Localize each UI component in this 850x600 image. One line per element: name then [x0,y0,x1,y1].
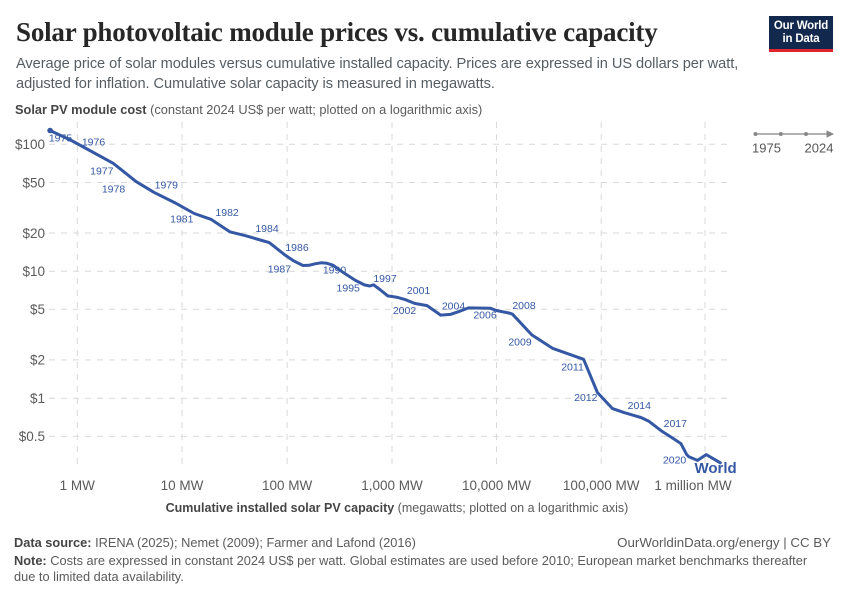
svg-text:1975: 1975 [752,141,781,156]
svg-text:1,000 MW: 1,000 MW [361,478,423,493]
svg-text:2011: 2011 [561,362,584,374]
svg-text:1990: 1990 [323,265,347,277]
svg-text:100 MW: 100 MW [262,478,313,493]
svg-text:1982: 1982 [215,207,239,219]
svg-text:1 million MW: 1 million MW [654,478,732,493]
svg-text:2006: 2006 [473,310,497,322]
svg-text:2001: 2001 [407,285,431,297]
svg-text:1984: 1984 [255,223,279,235]
svg-text:$2: $2 [30,353,45,368]
svg-text:1981: 1981 [170,214,194,226]
svg-text:Cumulative installed solar PV: Cumulative installed solar PV capacity (… [166,501,629,515]
svg-text:10,000 MW: 10,000 MW [462,478,531,493]
svg-text:100,000 MW: 100,000 MW [563,478,640,493]
svg-text:2024: 2024 [805,141,834,156]
svg-text:$10: $10 [22,264,45,279]
svg-text:$5: $5 [30,302,45,317]
svg-text:2014: 2014 [628,400,652,412]
svg-text:1986: 1986 [285,242,309,254]
svg-text:$0.5: $0.5 [19,429,45,444]
svg-text:1987: 1987 [268,263,292,275]
svg-text:2009: 2009 [508,337,532,349]
svg-text:$100: $100 [15,137,45,152]
svg-text:2002: 2002 [393,305,417,317]
svg-text:10 MW: 10 MW [161,478,204,493]
svg-text:$20: $20 [22,226,45,241]
svg-text:2017: 2017 [664,418,688,430]
svg-text:2008: 2008 [512,300,536,312]
svg-text:World: World [695,460,737,477]
svg-text:1997: 1997 [373,273,397,285]
svg-text:$50: $50 [22,175,45,190]
svg-text:2020: 2020 [663,454,687,466]
svg-text:1979: 1979 [155,180,179,192]
svg-text:1995: 1995 [337,283,361,295]
svg-text:1975: 1975 [49,133,73,145]
svg-text:$1: $1 [30,391,45,406]
svg-text:1978: 1978 [102,183,126,195]
svg-text:2004: 2004 [442,301,466,313]
svg-text:1 MW: 1 MW [60,478,96,493]
svg-text:2012: 2012 [574,392,598,404]
svg-text:1976: 1976 [82,136,106,148]
svg-text:1977: 1977 [90,165,114,177]
